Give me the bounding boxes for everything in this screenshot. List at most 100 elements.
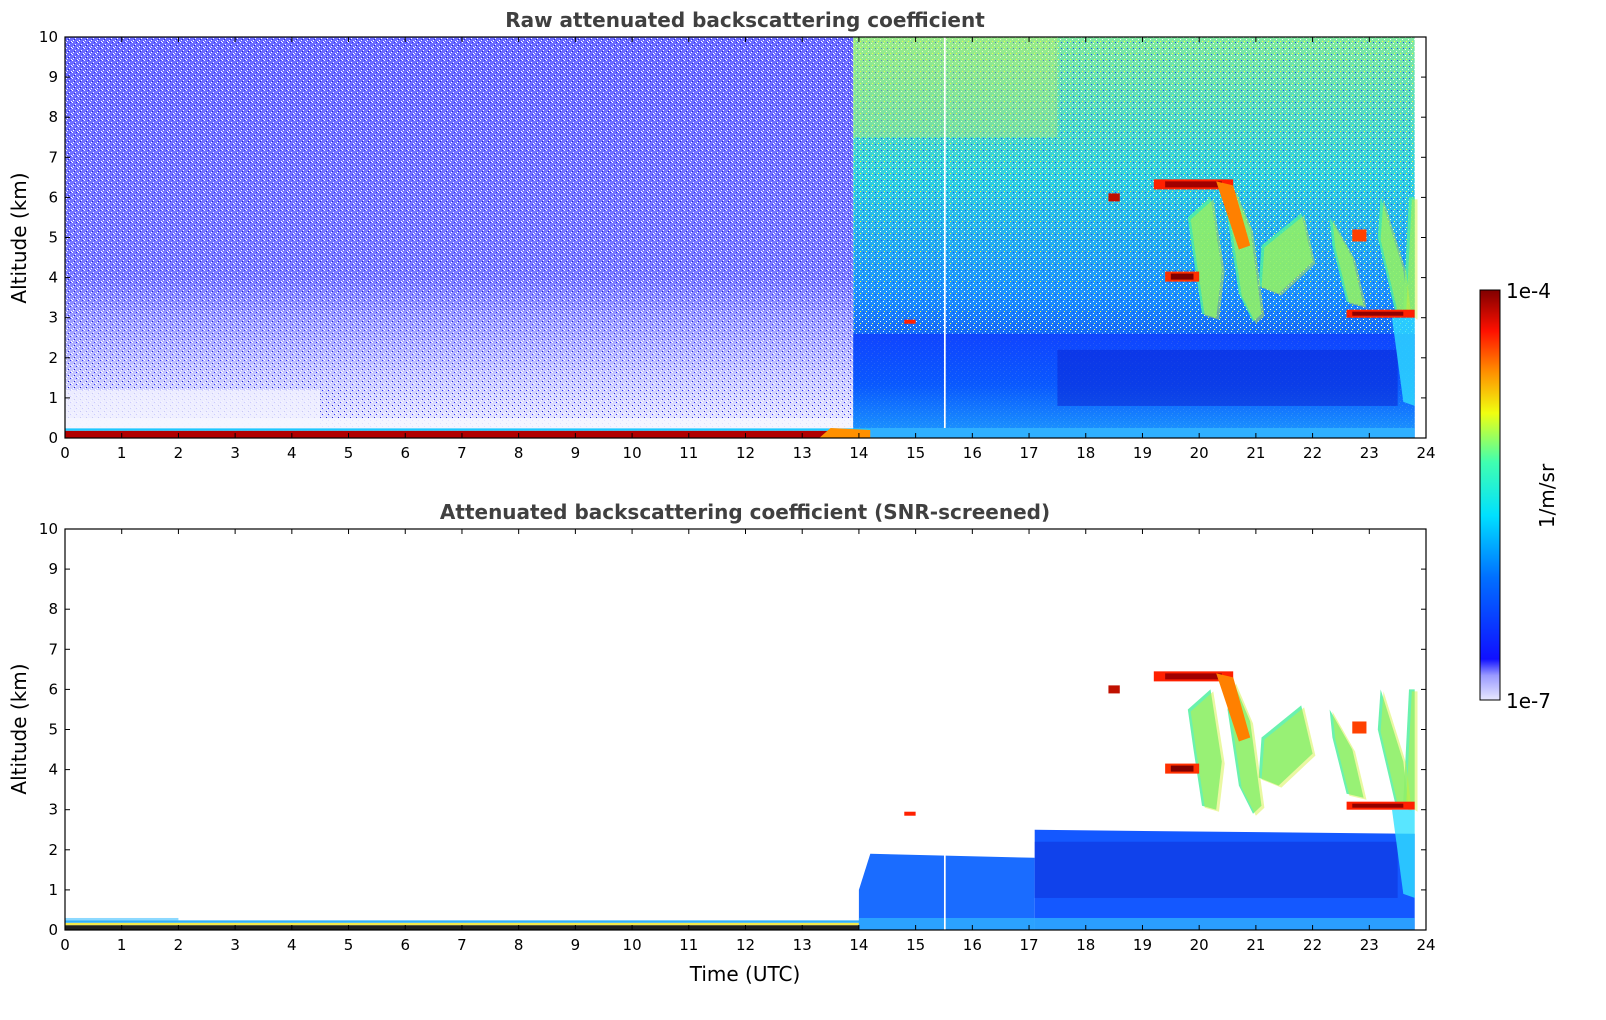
boundary-layer-early	[858, 853, 1035, 930]
y-tick-label: 4	[48, 269, 58, 287]
day-upper-bright	[853, 37, 1058, 138]
y-tick-label: 0	[48, 429, 58, 447]
night-near-surface	[65, 417, 854, 430]
cloud-fall-streak	[1216, 181, 1251, 250]
cloud-blob-3km	[904, 811, 916, 816]
y-tick-label: 2	[48, 841, 58, 859]
cirrus-core	[1332, 219, 1367, 308]
x-tick-label: 14	[849, 444, 868, 462]
panel1-title: Raw attenuated backscattering coefficien…	[505, 8, 985, 32]
y-tick-label: 3	[48, 801, 58, 819]
panel2-y-axis: 0 1 2 3 4 5 6 7 8 9 10	[39, 520, 1426, 939]
x-tick-label: 5	[344, 444, 354, 462]
x-tick-label: 22	[1303, 444, 1322, 462]
precipitation-streak	[1392, 809, 1415, 898]
x-tick-label: 19	[1133, 444, 1152, 462]
surface-transition	[819, 428, 876, 438]
cloud-blob-5km	[1352, 721, 1367, 734]
colorbar-min-label: 1e-7	[1506, 689, 1551, 713]
x-tick-label: 0	[60, 936, 70, 954]
surface-layer	[65, 925, 871, 930]
y-tick-label: 3	[48, 309, 58, 327]
cloud-fall-streak	[1216, 673, 1251, 742]
y-tick-label: 7	[48, 148, 58, 166]
x-tick-label: 20	[1190, 444, 1209, 462]
x-tick-label: 22	[1303, 936, 1322, 954]
cloud-layer-6km-core	[1165, 181, 1222, 188]
x-tick-label: 13	[793, 444, 812, 462]
cloud-layer-4km-core	[1170, 765, 1194, 772]
x-tick-label: 10	[623, 444, 642, 462]
x-tick-label: 16	[963, 444, 982, 462]
colorbar-max-label: 1e-4	[1506, 279, 1551, 303]
cirrus-streak	[1403, 197, 1415, 318]
cloud-layer-4km-core	[1170, 273, 1194, 280]
cirrus-core	[1406, 199, 1418, 320]
x-tick-label: 24	[1416, 936, 1435, 954]
cloud-blob-6km	[1108, 193, 1120, 202]
surface-layer-mid	[65, 922, 871, 926]
cirrus-core	[1332, 711, 1367, 800]
cirrus-streak	[1187, 197, 1222, 318]
x-tick-label: 11	[679, 936, 698, 954]
panel1-y-axis: 0 1 2 3 4 5 6 7 8 9 10	[39, 28, 1426, 447]
x-tick-label: 18	[1076, 444, 1095, 462]
x-tick-label: 1	[117, 444, 127, 462]
cloud-blob-5km	[1352, 229, 1367, 242]
boundary-layer-core	[1034, 841, 1398, 898]
x-tick-label: 18	[1076, 936, 1095, 954]
colorbar-label: 1/m/sr	[1535, 463, 1559, 528]
x-tick-label: 4	[287, 936, 297, 954]
y-tick-label: 10	[39, 28, 58, 46]
day-boundary-layer-core	[1057, 349, 1398, 406]
y-tick-label: 5	[48, 721, 58, 739]
x-tick-label: 4	[287, 444, 297, 462]
y-tick-label: 0	[48, 921, 58, 939]
x-tick-label: 21	[1246, 444, 1265, 462]
cloud-layer-3km-core	[1352, 311, 1404, 316]
y-tick-label: 1	[48, 389, 58, 407]
colorbar-scale	[1479, 289, 1501, 701]
cirrus-streak	[1377, 197, 1409, 318]
cirrus-core	[1261, 707, 1316, 788]
surface-bump	[65, 917, 179, 921]
cirrus-streak	[1187, 689, 1222, 810]
cirrus-core	[1380, 691, 1412, 812]
x-tick-label: 3	[230, 444, 240, 462]
x-tick-label: 9	[571, 444, 581, 462]
panel2-x-label: Time (UTC)	[689, 962, 801, 986]
x-tick-label: 2	[174, 936, 184, 954]
cirrus-core	[1261, 215, 1316, 296]
x-tick-label: 20	[1190, 936, 1209, 954]
cirrus-streak	[1329, 709, 1364, 798]
cirrus-core	[1190, 691, 1225, 812]
panel1-y-label: Altitude (km)	[7, 172, 31, 303]
x-tick-label: 21	[1246, 936, 1265, 954]
y-tick-label: 9	[48, 560, 58, 578]
x-tick-label: 9	[571, 936, 581, 954]
x-tick-label: 12	[736, 444, 755, 462]
y-tick-label: 5	[48, 229, 58, 247]
x-tick-label: 23	[1360, 936, 1379, 954]
x-tick-label: 8	[514, 936, 524, 954]
x-tick-label: 6	[400, 444, 410, 462]
x-tick-label: 2	[174, 444, 184, 462]
panel2-x-axis: 0 1 2 3 4 5 6 7 8 9 10 11 12 13 14 15 16 17 18 19 20 21 22 23 24	[60, 529, 1436, 954]
x-tick-label: 10	[623, 936, 642, 954]
y-tick-label: 2	[48, 349, 58, 367]
cirrus-core	[1190, 199, 1225, 320]
surface-layer-top	[65, 428, 871, 431]
raw-backscatter-panel: Raw attenuated backscattering coefficien…	[7, 8, 1436, 462]
x-tick-label: 0	[60, 444, 70, 462]
cirrus-core	[1406, 691, 1418, 812]
x-tick-label: 24	[1416, 444, 1435, 462]
data-gap-line	[943, 37, 946, 438]
boundary-layer-bottom	[858, 917, 1415, 930]
precipitation-streak	[1392, 317, 1415, 406]
x-tick-label: 5	[344, 936, 354, 954]
x-tick-label: 3	[230, 936, 240, 954]
x-tick-label: 14	[849, 936, 868, 954]
y-tick-label: 4	[48, 761, 58, 779]
cloud-blob-6km	[1108, 685, 1120, 694]
